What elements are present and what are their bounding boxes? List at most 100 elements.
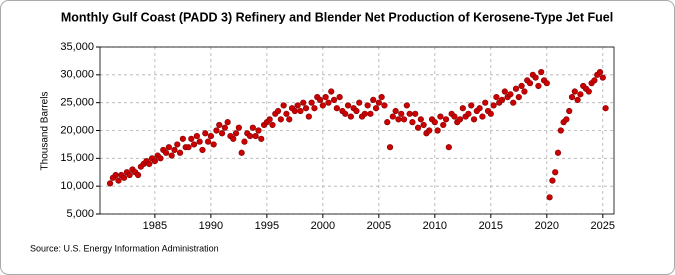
point [384, 119, 391, 126]
point [120, 174, 128, 181]
y-tick-label: 15,000 [60, 152, 94, 164]
point [510, 99, 517, 106]
point [322, 93, 329, 101]
point [557, 127, 564, 134]
x-tick-label: 1995 [255, 220, 279, 232]
point [538, 68, 545, 76]
x-tick-label: 2005 [367, 220, 391, 232]
point [412, 110, 419, 117]
point [521, 88, 528, 95]
point [476, 105, 483, 112]
point [246, 132, 254, 140]
point [336, 93, 343, 101]
point [479, 113, 486, 120]
point [134, 171, 142, 179]
point [106, 180, 114, 187]
x-tick-label: 2020 [535, 220, 559, 232]
point [168, 152, 175, 159]
point [353, 107, 360, 115]
y-tick-label: 10,000 [60, 180, 94, 192]
point [554, 149, 562, 156]
point [501, 88, 508, 95]
point [526, 80, 534, 87]
point [381, 102, 388, 109]
point [210, 141, 217, 148]
point [532, 74, 539, 81]
point [490, 102, 497, 109]
point [370, 96, 377, 103]
point [252, 132, 259, 140]
point [451, 113, 458, 120]
point [204, 138, 212, 145]
point [115, 177, 122, 184]
point [291, 107, 298, 115]
point [602, 105, 609, 112]
point [207, 132, 214, 140]
point [297, 107, 304, 115]
point [171, 146, 178, 154]
point [283, 110, 290, 117]
point [126, 171, 133, 179]
point [434, 127, 441, 134]
point [269, 121, 276, 129]
point [344, 102, 352, 109]
point [426, 127, 433, 134]
point [174, 141, 181, 148]
point [221, 124, 228, 131]
point [342, 110, 349, 117]
point [266, 116, 273, 123]
point [535, 82, 542, 90]
x-tick-label: 2010 [423, 220, 447, 232]
source: Source: U.S. Energy Information Administ… [30, 243, 219, 253]
point [591, 77, 598, 84]
x-tick-label: 2000 [311, 220, 335, 232]
point [417, 116, 424, 123]
y-tick-label: 5,000 [66, 208, 94, 220]
point [157, 155, 164, 162]
point [319, 102, 326, 109]
point [398, 110, 405, 117]
point [308, 99, 315, 106]
point [507, 91, 514, 98]
point [406, 110, 413, 117]
point [487, 110, 494, 117]
point [549, 177, 556, 184]
point [238, 149, 245, 156]
point [364, 102, 371, 109]
point [361, 110, 368, 117]
point [596, 68, 604, 76]
point [300, 99, 307, 106]
y-tick-label: 35,000 [60, 41, 94, 53]
point [185, 144, 192, 151]
point [325, 99, 332, 106]
point [568, 93, 576, 101]
point [193, 132, 200, 140]
point [389, 113, 396, 120]
point [162, 149, 170, 156]
point [431, 119, 438, 126]
point [196, 138, 203, 145]
point [409, 119, 416, 126]
point [518, 82, 525, 90]
point [235, 124, 242, 131]
point [255, 127, 262, 134]
point [546, 194, 553, 201]
point [552, 169, 559, 176]
point [330, 96, 338, 103]
point [213, 127, 220, 134]
point [356, 99, 363, 106]
point [437, 113, 444, 120]
point [372, 105, 380, 112]
plot-border [99, 46, 615, 215]
y-axis-label: Thousand Barrels [40, 92, 51, 171]
point [112, 171, 119, 179]
point [216, 121, 223, 129]
point [202, 130, 209, 137]
point [420, 121, 427, 129]
point [386, 144, 394, 151]
point [470, 116, 478, 123]
point [328, 88, 335, 95]
point [249, 124, 256, 131]
point [280, 102, 287, 109]
